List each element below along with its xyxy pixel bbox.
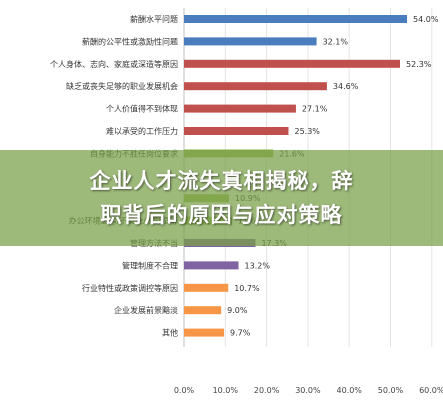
x-tick-label: 60.0% [419, 386, 443, 395]
category-label: 难以承受的工作压力 [106, 126, 178, 136]
value-label: 54.0% [413, 15, 439, 24]
banner-title-line-1: 企业人才流失真相揭秘，辞 [89, 169, 354, 193]
x-tick-label: 10.0% [213, 386, 239, 395]
bar [184, 261, 239, 270]
bar [184, 283, 229, 292]
category-label: 其他 [162, 328, 178, 338]
bar [184, 82, 327, 91]
bar [184, 104, 296, 113]
bar [184, 328, 225, 337]
value-label: 10.7% [234, 284, 260, 293]
category-label: 企业发展前景黯淡 [114, 305, 178, 315]
x-tick-label: 20.0% [254, 386, 280, 395]
category-label: 行业特性或政策调控等原因 [82, 283, 178, 293]
bar [184, 15, 408, 23]
category-label: 薪酬水平问题 [130, 14, 178, 24]
value-label: 32.1% [323, 37, 349, 46]
category-label: 管理制度不合理 [122, 260, 178, 270]
value-label: 9.0% [227, 306, 248, 315]
value-label: 52.3% [406, 60, 432, 69]
bar [184, 306, 222, 315]
value-label: 34.6% [333, 82, 359, 91]
value-label: 9.7% [230, 329, 251, 338]
bar [184, 59, 400, 68]
x-tick-label: 30.0% [295, 386, 321, 395]
x-tick-label: 40.0% [336, 386, 362, 395]
value-label: 13.2% [245, 261, 271, 270]
banner-title-line-2: 职背后的原因与应对策略 [100, 203, 343, 227]
value-label: 27.1% [302, 105, 328, 114]
x-tick-label: 0.0% [174, 386, 195, 395]
title-banner: 企业人才流失真相揭秘，辞 职背后的原因与应对策略 [0, 150, 443, 246]
category-label: 个人身体、志向、家庭或深造等原因 [50, 59, 178, 69]
bar [184, 127, 289, 135]
value-label: 25.3% [294, 127, 320, 136]
category-label: 薪酬的公平性或激励性问题 [82, 36, 178, 46]
category-label: 缺乏或丧失足够的职业发展机会 [66, 81, 178, 91]
category-label: 个人价值得不到体现 [106, 104, 178, 114]
x-tick-label: 50.0% [378, 386, 404, 395]
bar [184, 37, 317, 46]
